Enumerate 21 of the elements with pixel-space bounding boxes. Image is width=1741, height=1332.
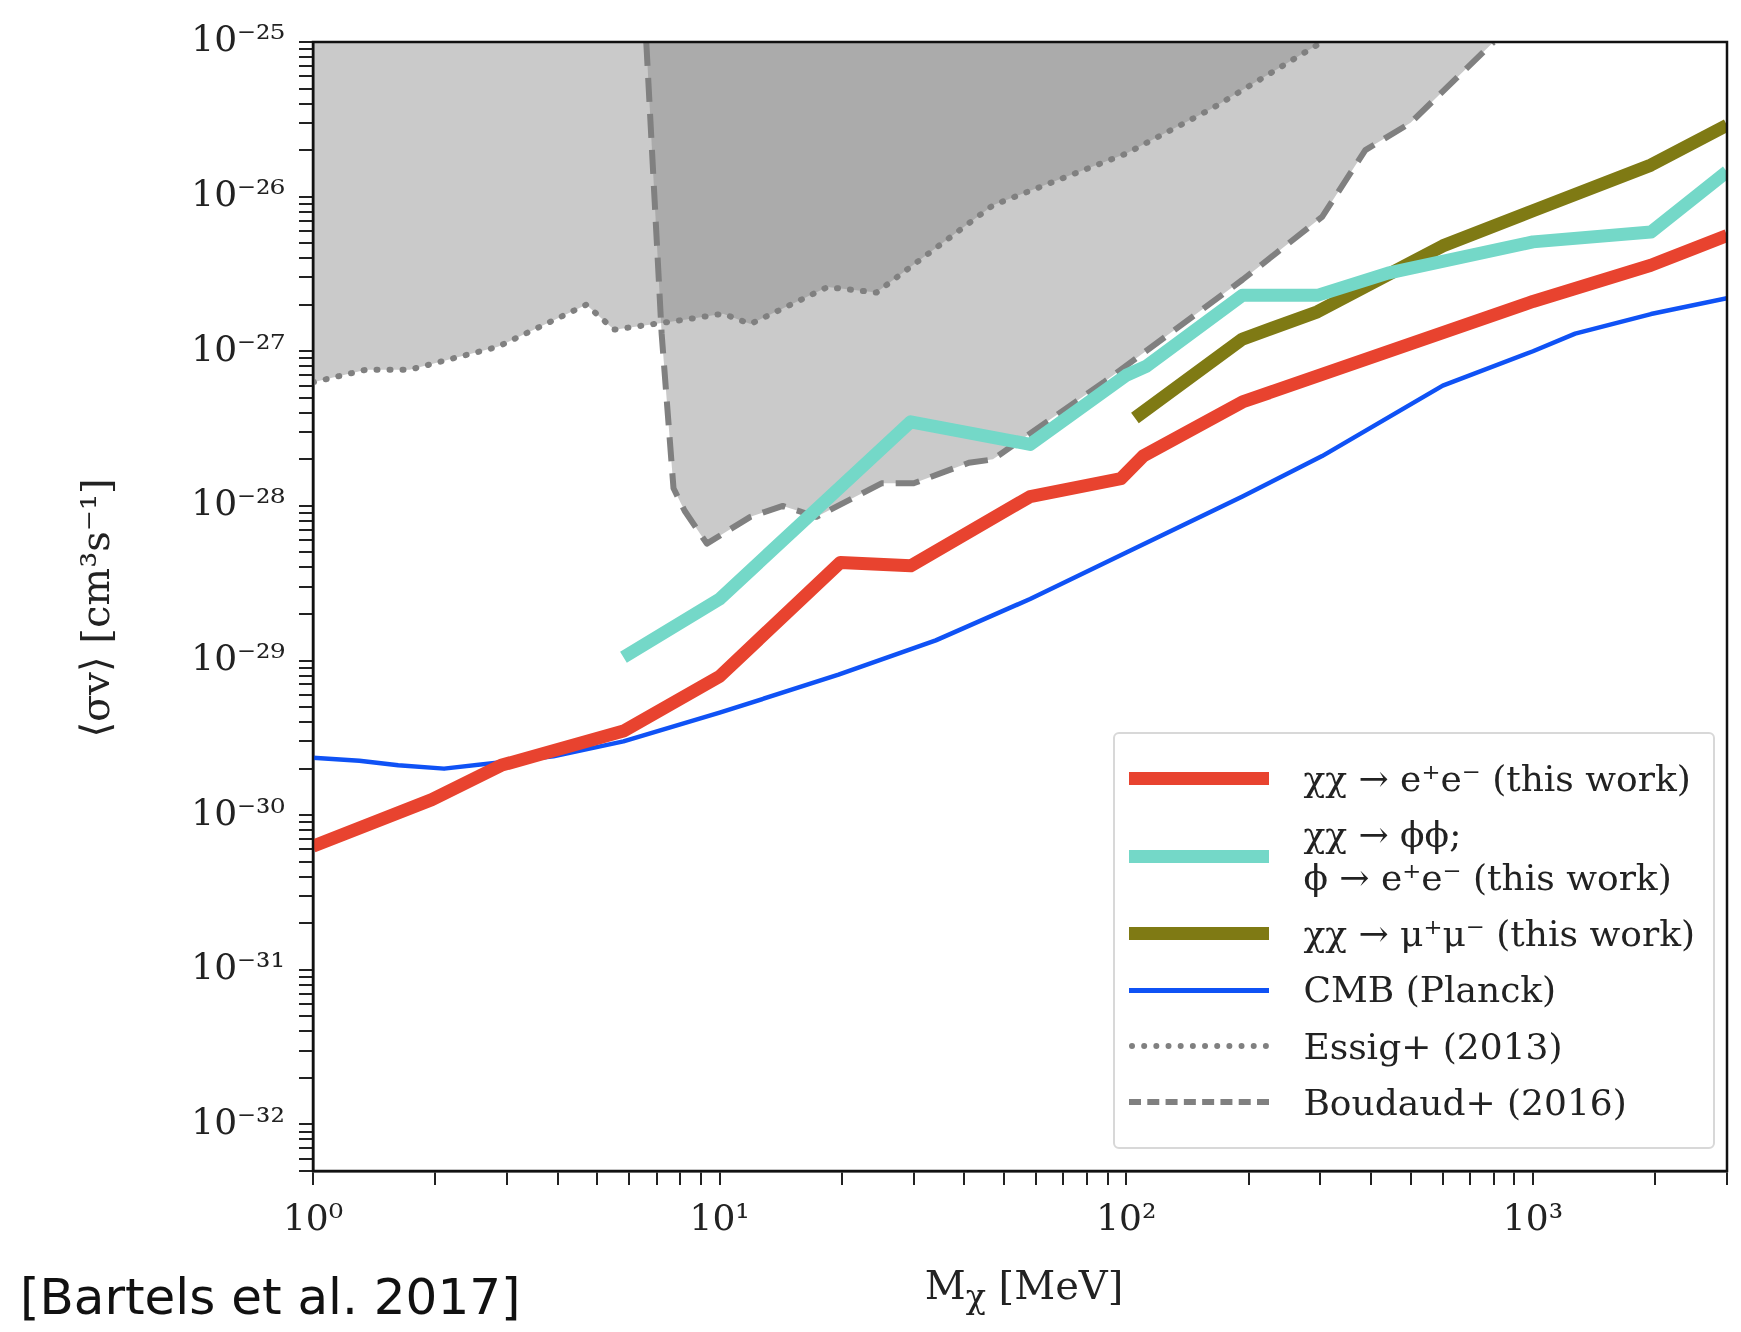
legend-label: CMB (Planck) <box>1303 968 1557 1012</box>
y-tick-label: 10⁻²⁷ <box>191 327 285 369</box>
y-tick-label: 10⁻²⁹ <box>191 636 285 678</box>
x-tick-label: 10³ <box>1502 1196 1564 1238</box>
text: [Bartels et al. 2017] <box>20 1268 521 1326</box>
y-tick-label: 10⁻³¹ <box>191 946 285 988</box>
x-tick-label: 10⁰ <box>282 1196 344 1238</box>
x-axis-title: M$_{χ}$ [MeV] <box>924 1262 1124 1316</box>
y-tick-label: 10⁻³² <box>191 1100 285 1142</box>
y-tick-label: 10⁻³⁰ <box>191 791 285 833</box>
x-tick-label: 10² <box>1096 1196 1157 1238</box>
legend-label: χχ → μ⁺μ⁻ (this work) <box>1303 912 1695 956</box>
legend-label: Boudaud+ (2016) <box>1303 1080 1627 1124</box>
legend-label: χχ → e⁺e⁻ (this work) <box>1303 756 1691 800</box>
legend-label: Essig+ (2013) <box>1303 1024 1563 1068</box>
y-tick-label: 10⁻²⁸ <box>191 482 285 524</box>
legend-label: χχ → ϕϕ; ϕ → e⁺e⁻ (this work) <box>1303 812 1672 900</box>
x-tick-label: 10¹ <box>689 1196 750 1238</box>
y-axis-title: ⟨σv⟩ [cm³s⁻¹] <box>72 478 118 738</box>
y-tick-label: 10⁻²⁵ <box>191 18 285 60</box>
y-tick-label: 10⁻²⁶ <box>191 173 285 214</box>
